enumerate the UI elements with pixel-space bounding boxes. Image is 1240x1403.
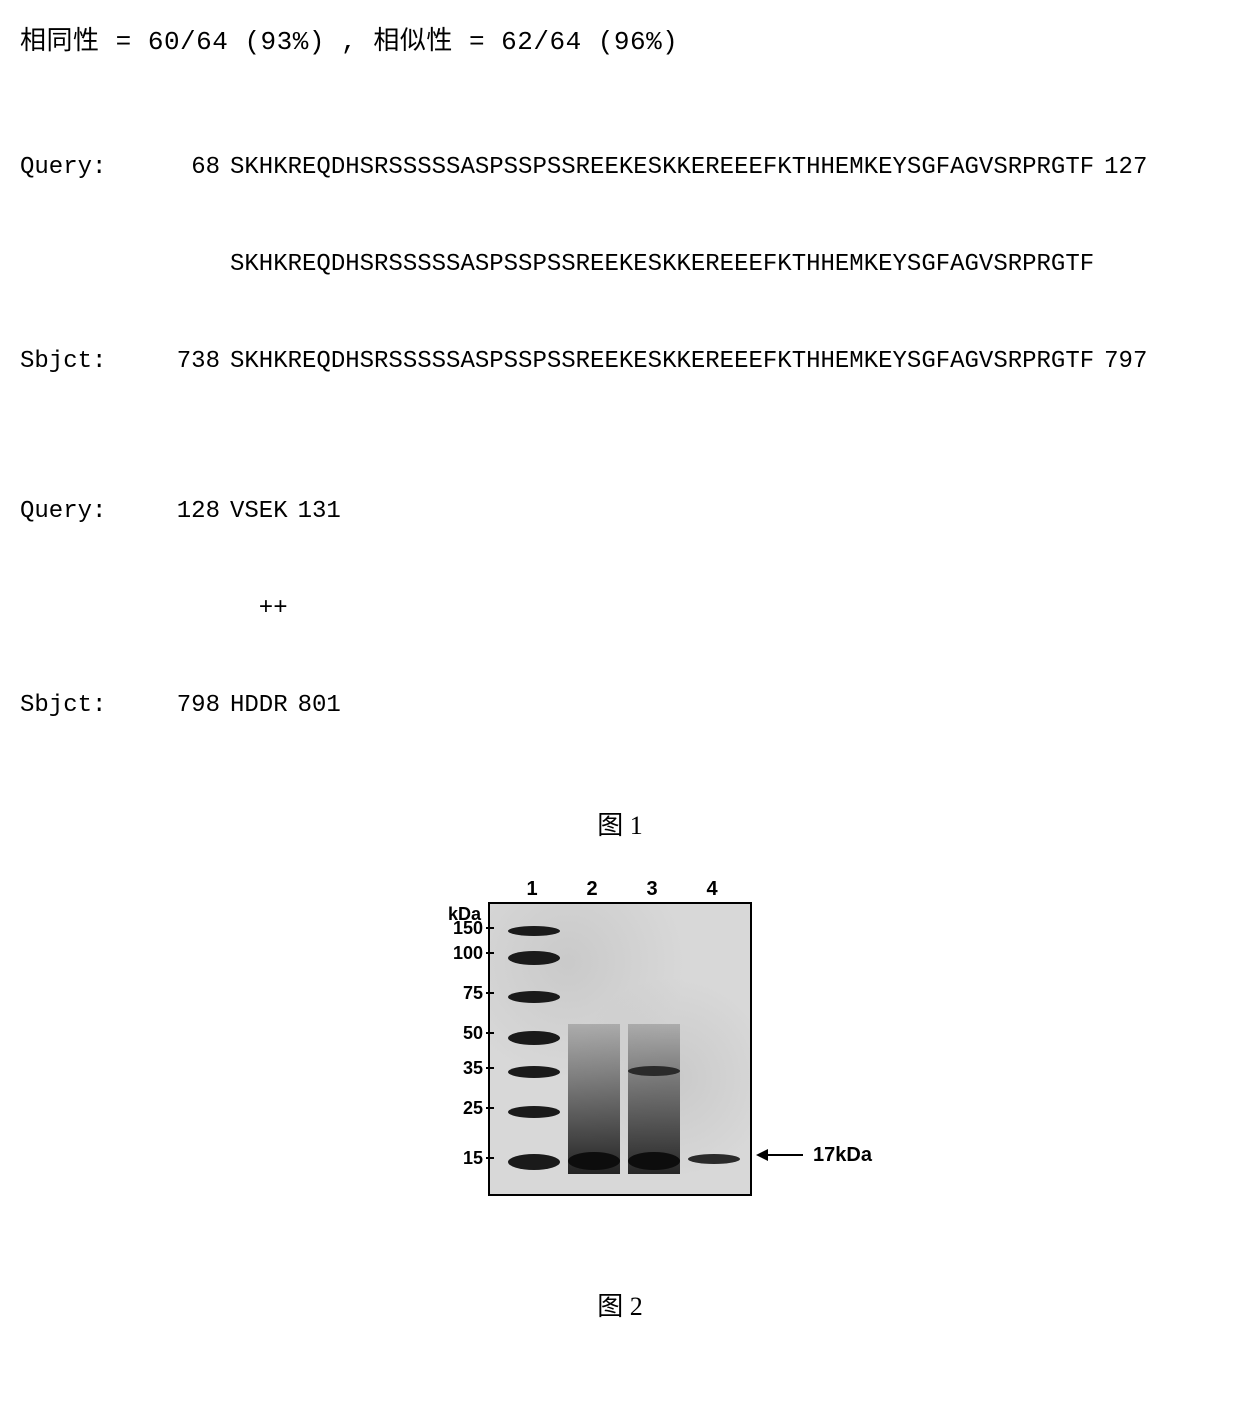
query-label: Query: [20,496,140,528]
identity-value: 60/64 (93%) [148,27,325,57]
ladder-label: 25 [438,1098,483,1119]
arrow-head-icon [756,1149,768,1161]
sbjct-row-1: Sbjct: 738 SKHKREQDHSRSSSSSASPSSPSSREEKE… [20,346,1220,378]
sbjct-start: 738 [140,346,230,378]
ladder-band [508,1066,560,1078]
sample-band [628,1066,680,1076]
comma: , [341,27,373,57]
sample-band [628,1152,680,1170]
ladder-tick [486,952,494,954]
gel-box [488,902,752,1196]
query-seq: VSEK [230,496,288,528]
equals-2: = [469,27,501,57]
ladder-band [508,991,560,1003]
identity-label: 相同性 [20,26,100,55]
figure-2-caption: 图 2 [20,1286,1220,1323]
sbjct-end: 797 [1094,346,1147,378]
sbjct-label: Sbjct: [20,346,140,378]
ladder-band [508,1106,560,1118]
query-row-2: Query: 128 VSEK 131 [20,496,1220,528]
ladder-band [508,951,560,965]
query-start: 68 [140,152,230,184]
gel-background-noise [490,904,750,1194]
match-seq: ++ [230,593,288,625]
ladder-label: 150 [438,918,483,939]
ladder-tick [486,992,494,994]
query-end: 131 [288,496,341,528]
ladder-label: 35 [438,1058,483,1079]
lane-label: 4 [686,878,738,901]
match-row-1: SKHKREQDHSRSSSSSASPSSPSSREEKESKKEREEEFKT… [20,249,1220,281]
alignment-header: 相同性 = 60/64 (93%) , 相似性 = 62/64 (96%) [20,20,1220,57]
lane-label: 1 [506,878,558,901]
gel-area: kDa 1234150100755035251517kDa [488,902,752,1196]
sample-band [688,1154,740,1164]
ladder-label: 75 [438,983,483,1004]
sbjct-seq: SKHKREQDHSRSSSSSASPSSPSSREEKESKKEREEEFKT… [230,346,1094,378]
similarity-label: 相似性 [373,26,453,55]
figure-1-caption: 图 1 [20,805,1220,842]
target-band-arrow: 17kDa [758,1144,872,1167]
ladder-tick [486,1157,494,1159]
lane-label: 2 [566,878,618,901]
match-row-2: ++ [20,593,1220,625]
similarity-value: 62/64 (96%) [501,27,678,57]
sbjct-row-2: Sbjct: 798 HDDR 801 [20,690,1220,722]
ladder-label: 50 [438,1023,483,1044]
alignment-block-1: Query: 68 SKHKREQDHSRSSSSSASPSSPSSREEKES… [20,87,1220,411]
ladder-label: 100 [438,943,483,964]
ladder-label: 15 [438,1148,483,1169]
ladder-band [508,1031,560,1045]
query-seq: SKHKREQDHSRSSSSSASPSSPSSREEKESKKEREEEFKT… [230,152,1094,184]
sbjct-end: 801 [288,690,341,722]
ladder-tick [486,1032,494,1034]
ladder-tick [486,927,494,929]
alignment-block-2: Query: 128 VSEK 131 ++ Sbjct: 798 HDDR 8… [20,431,1220,755]
sbjct-label: Sbjct: [20,690,140,722]
ladder-band [508,926,560,936]
sample-band [568,1152,620,1170]
arrow-label: 17kDa [813,1144,872,1167]
ladder-tick [486,1067,494,1069]
query-end: 127 [1094,152,1147,184]
arrow-line [758,1154,803,1156]
query-label: Query: [20,152,140,184]
ladder-tick [486,1107,494,1109]
match-seq: SKHKREQDHSRSSSSSASPSSPSSREEKESKKEREEEFKT… [230,249,1094,281]
sbjct-seq: HDDR [230,690,288,722]
lane-label: 3 [626,878,678,901]
ladder-band [508,1154,560,1170]
sbjct-start: 798 [140,690,230,722]
equals-1: = [116,27,148,57]
query-row-1: Query: 68 SKHKREQDHSRSSSSSASPSSPSSREEKES… [20,152,1220,184]
gel-figure: kDa 1234150100755035251517kDa [20,902,1220,1196]
query-start: 128 [140,496,230,528]
